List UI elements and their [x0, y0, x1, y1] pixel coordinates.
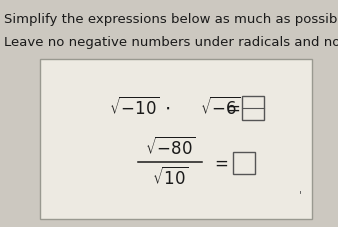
Text: $\sqrt{-10}$: $\sqrt{-10}$: [109, 96, 160, 118]
Text: $\cdot$: $\cdot$: [164, 98, 170, 117]
Bar: [233, 152, 255, 174]
Text: $\sqrt{-6}$: $\sqrt{-6}$: [200, 96, 240, 118]
Text: $=$: $=$: [211, 153, 229, 171]
Text: $=$: $=$: [223, 99, 241, 116]
Bar: [40, 60, 312, 219]
Text: $\sqrt{10}$: $\sqrt{10}$: [151, 166, 189, 188]
Bar: [242, 96, 264, 121]
Text: $\sqrt{-80}$: $\sqrt{-80}$: [145, 136, 195, 158]
Text: Leave no negative numbers under radicals and no: Leave no negative numbers under radicals…: [4, 36, 338, 49]
Text: Simplify the expressions below as much as possibl: Simplify the expressions below as much a…: [4, 13, 338, 26]
Text: ': ': [298, 189, 301, 199]
